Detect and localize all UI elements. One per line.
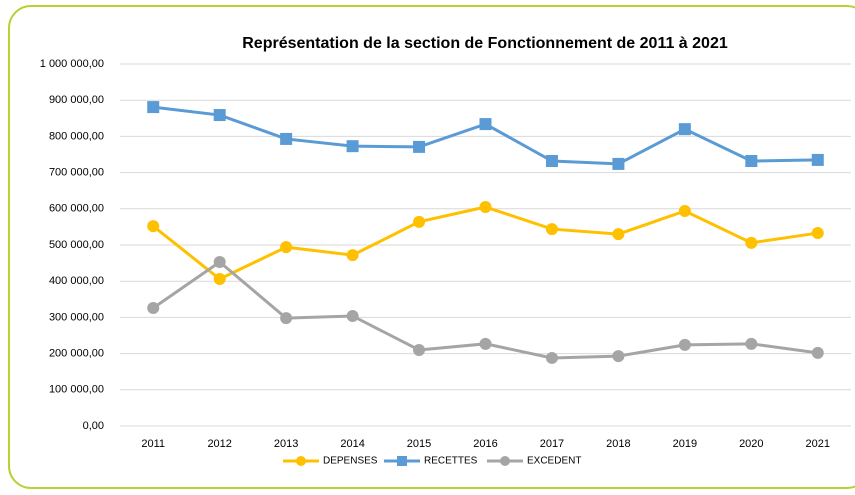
data-point [811,346,824,359]
data-point [213,256,226,269]
data-point [678,338,691,351]
data-point [413,343,426,356]
y-tick-label: 400 000,00 [49,275,104,287]
x-tick-label: 2020 [739,438,763,450]
y-tick-label: 800 000,00 [49,130,104,142]
data-point [545,223,558,236]
y-tick-label: 700 000,00 [49,167,104,179]
data-point [678,123,691,136]
x-tick-label: 2014 [340,438,364,450]
data-point [413,140,426,153]
y-tick-label: 900 000,00 [49,94,104,106]
data-point [346,309,359,322]
y-tick-label: 200 000,00 [49,348,104,360]
data-point [280,132,293,145]
legend-marker [296,456,306,466]
data-point [811,227,824,240]
data-point [811,153,824,166]
data-point [280,241,293,254]
data-point [745,155,758,168]
data-point [745,236,758,249]
chart-frame [8,5,855,489]
legend-marker [500,456,510,466]
x-tick-label: 2018 [606,438,630,450]
data-point [346,249,359,262]
data-point [479,118,492,131]
y-tick-label: 500 000,00 [49,239,104,251]
x-tick-label: 2017 [540,438,564,450]
data-point [479,200,492,213]
y-tick-label: 100 000,00 [49,384,104,396]
data-point [213,273,226,286]
x-tick-label: 2016 [473,438,497,450]
data-point [280,312,293,325]
data-point [612,157,625,170]
data-point [147,301,160,314]
x-tick-label: 2011 [141,438,165,450]
y-tick-label: 600 000,00 [49,203,104,215]
y-tick-label: 1 000 000,00 [40,58,104,70]
data-point [678,204,691,217]
legend-label: DEPENSES [323,456,378,467]
data-point [346,140,359,153]
data-point [213,109,226,122]
data-point [745,337,758,350]
data-point [479,337,492,350]
data-point [612,228,625,241]
data-point [147,220,160,233]
y-tick-label: 0,00 [83,420,104,432]
x-tick-label: 2013 [274,438,298,450]
data-point [545,155,558,168]
x-tick-label: 2015 [407,438,431,450]
data-point [612,350,625,363]
data-point [413,215,426,228]
x-tick-label: 2012 [207,438,231,450]
legend-label: RECETTES [424,456,478,467]
x-tick-label: 2019 [673,438,697,450]
data-point [147,101,160,114]
y-tick-label: 300 000,00 [49,311,104,323]
legend-marker [397,456,407,466]
legend-label: EXCEDENT [527,456,581,467]
x-tick-label: 2021 [806,438,830,450]
data-point [545,351,558,364]
chart-title: Représentation de la section de Fonction… [242,35,728,52]
